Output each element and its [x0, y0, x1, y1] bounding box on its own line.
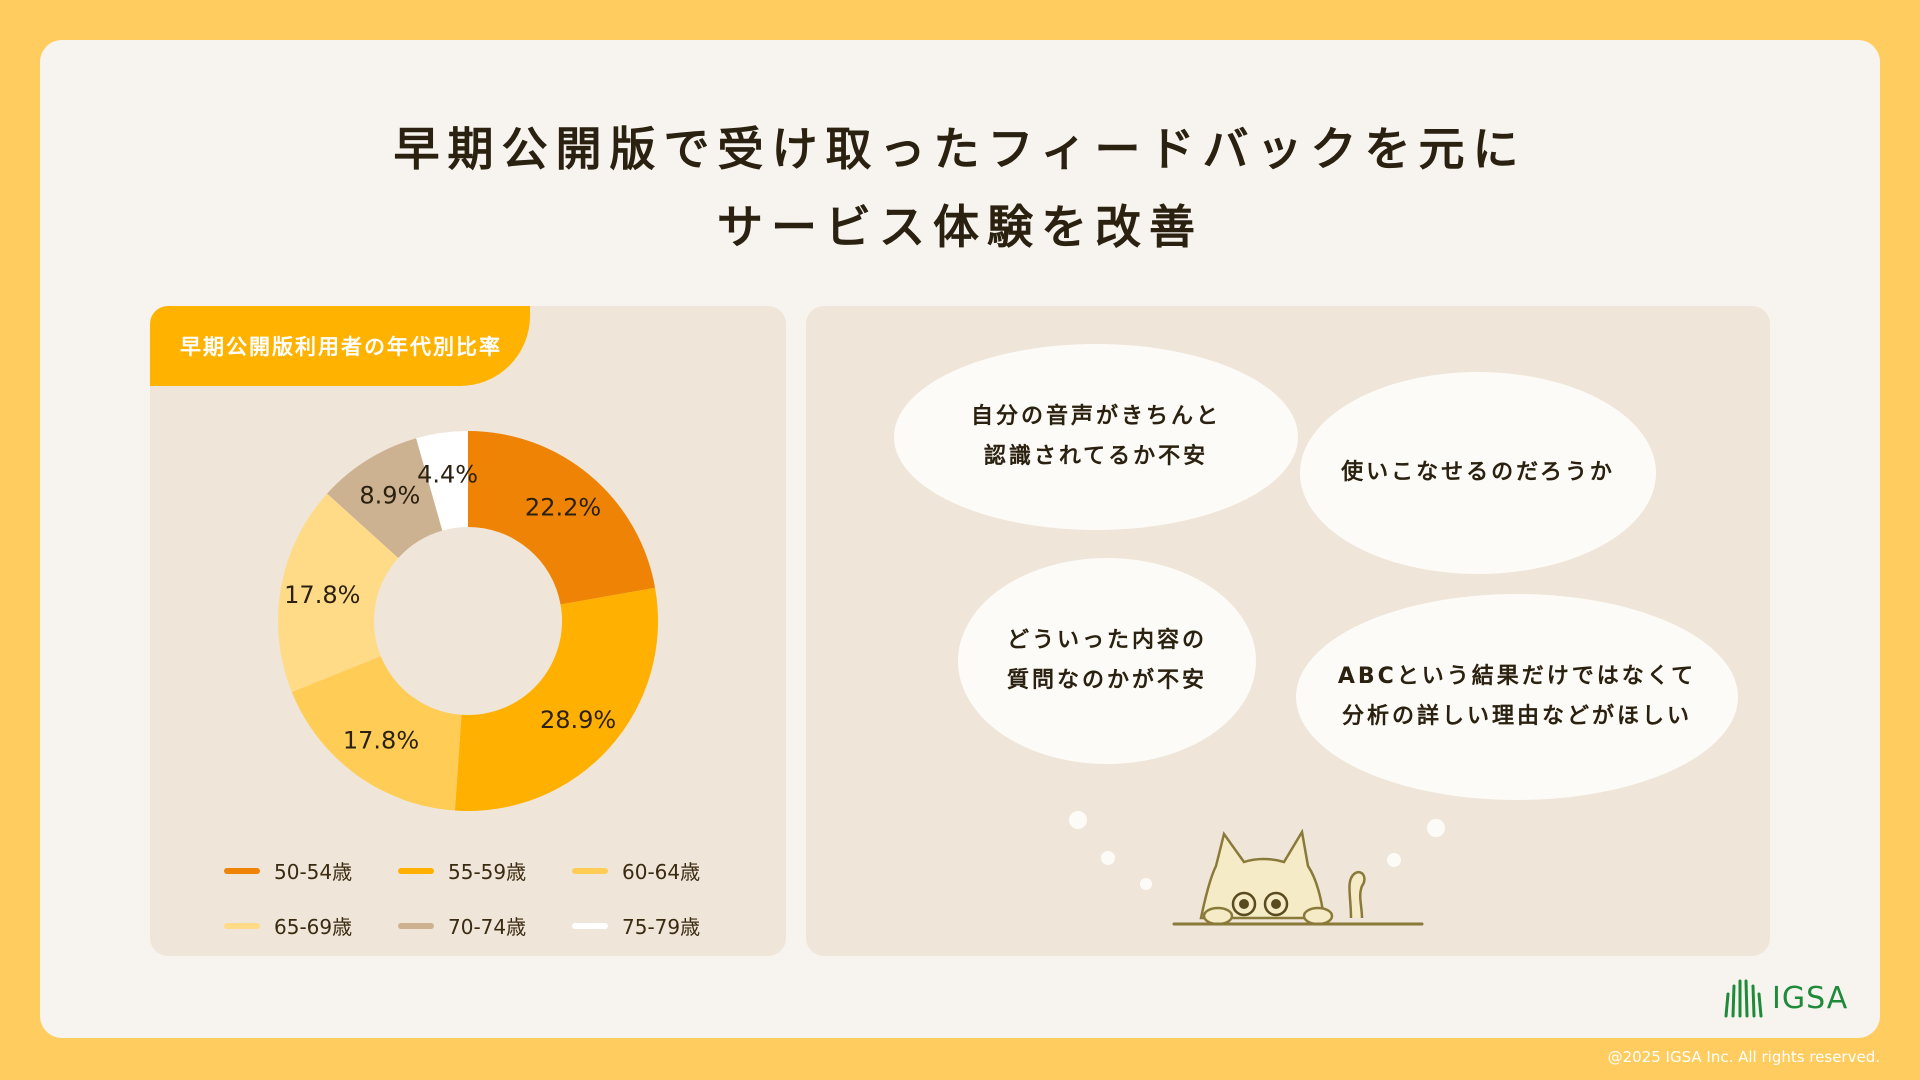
legend-label: 70-74歳 — [448, 915, 527, 939]
thought-dot — [1387, 853, 1401, 867]
cat-tail — [1348, 870, 1366, 919]
bubble-1-line-2: 認識されてるか不安 — [983, 444, 1209, 469]
bubble-3-line-2: 質問なのかが不安 — [1006, 668, 1207, 693]
feedback-bubble-3: どういった内容の 質問なのかが不安 — [958, 558, 1256, 764]
chart-legend: 50-54歳 55-59歳 60-64歳 65-69歳 70-74歳 75-79歳 — [224, 856, 744, 940]
thought-dot — [1069, 811, 1087, 829]
thought-dot — [1427, 819, 1445, 837]
legend-label: 60-64歳 — [622, 860, 701, 884]
legend-swatch — [224, 922, 260, 929]
copyright-text: @2025 IGSA Inc. All rights reserved. — [1607, 1048, 1880, 1066]
feedback-bubble-4: ABCという結果だけではなくて 分析の詳しい理由などがほしい — [1296, 594, 1738, 800]
thinking-cat-illustration — [1069, 811, 1445, 926]
igsa-logo: IGSA — [1722, 978, 1848, 1018]
logo-text: IGSA — [1772, 980, 1849, 1016]
donut-slice-70-74歳 — [327, 438, 443, 558]
legend-label: 75-79歳 — [622, 915, 701, 939]
legend-swatch — [398, 867, 434, 874]
legend-swatch — [224, 867, 260, 874]
legend-item: 75-79歳 — [572, 911, 746, 940]
feedback-bubble-2: 使いこなせるのだろうか — [1300, 372, 1656, 574]
cat-body — [1199, 828, 1326, 920]
legend-item: 70-74歳 — [398, 911, 572, 940]
donut-slice-50-54歳 — [468, 431, 656, 605]
title-line-2: サービス体験を改善 — [717, 200, 1203, 254]
legend-label: 55-59歳 — [448, 860, 527, 884]
donut-slice-60-64歳 — [291, 656, 462, 811]
slice-label: 28.9% — [540, 706, 616, 734]
cat-pupil — [1271, 899, 1281, 909]
page-title: 早期公開版で受け取ったフィードバックを元に サービス体験を改善 — [0, 110, 1920, 266]
title-line-1: 早期公開版で受け取ったフィードバックを元に — [393, 122, 1527, 176]
grass-logo-icon — [1724, 979, 1763, 1018]
bubble-1-line-1: 自分の音声がきちんと — [970, 404, 1221, 429]
bubble-4-line-1: ABCという結果だけではなくて — [1337, 664, 1697, 689]
legend-label: 65-69歳 — [274, 915, 353, 939]
donut-slice-65-69歳 — [278, 493, 399, 693]
legend-label: 50-54歳 — [274, 860, 353, 884]
cat-pupil — [1239, 899, 1249, 909]
chart-panel-tab: 早期公開版利用者の年代別比率 — [150, 306, 530, 386]
donut-slice-75-79歳 — [416, 431, 468, 531]
slice-label: 4.4% — [417, 460, 478, 488]
slice-label: 17.8% — [284, 581, 360, 609]
slice-label: 22.2% — [525, 494, 601, 522]
legend-item: 50-54歳 — [224, 856, 398, 885]
slice-label: 17.8% — [343, 727, 419, 755]
legend-swatch — [398, 922, 434, 929]
donut-chart: 22.2% 28.9% 17.8% 17.8% 8.9%4.4% — [278, 431, 658, 811]
thought-dot — [1140, 878, 1152, 890]
bubble-4-line-2: 分析の詳しい理由などがほしい — [1341, 704, 1692, 729]
legend-swatch — [572, 867, 608, 874]
slice-label: 8.9% — [359, 481, 420, 509]
legend-item: 65-69歳 — [224, 911, 398, 940]
legend-item: 55-59歳 — [398, 856, 572, 885]
bubble-2-line-1: 使いこなせるのだろうか — [1341, 460, 1615, 485]
chart-panel-tab-label: 早期公開版利用者の年代別比率 — [180, 335, 502, 359]
cat-paw — [1302, 906, 1334, 926]
thought-dot — [1101, 851, 1115, 865]
bubble-3-line-1: どういった内容の — [1006, 628, 1207, 653]
feedback-panel: 自分の音声がきちんと 認識されてるか不安 使いこなせるのだろうか どういった内容… — [806, 306, 1770, 956]
chart-panel: 早期公開版利用者の年代別比率 22.2% 28.9% 17.8% 17.8% 8.9% 4… — [150, 306, 786, 956]
legend-item: 60-64歳 — [572, 856, 746, 885]
legend-swatch — [572, 922, 608, 929]
cat-paw — [1202, 906, 1234, 926]
feedback-bubble-1: 自分の音声がきちんと 認識されてるか不安 — [894, 344, 1298, 530]
donut-slice-55-59歳 — [454, 587, 658, 811]
